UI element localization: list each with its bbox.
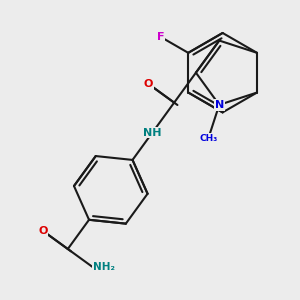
Text: O: O — [38, 226, 48, 236]
Text: N: N — [214, 100, 224, 110]
Text: O: O — [144, 79, 153, 89]
Text: CH₃: CH₃ — [199, 134, 218, 143]
Text: NH: NH — [143, 128, 162, 137]
Text: NH₂: NH₂ — [93, 262, 115, 272]
Text: F: F — [157, 32, 165, 42]
